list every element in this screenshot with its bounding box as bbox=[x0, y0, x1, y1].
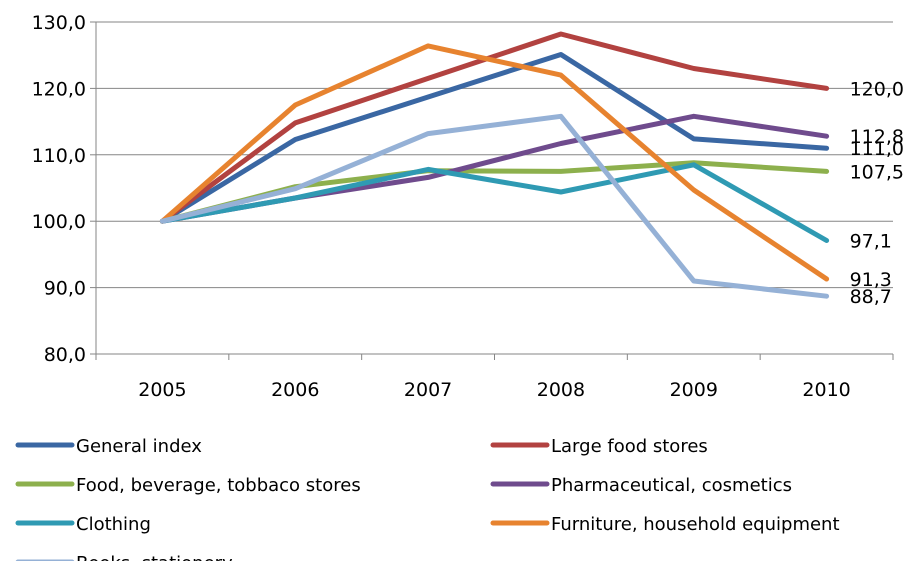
legend: General index Large food stores Food, beve… bbox=[18, 436, 840, 561]
x-tick-label: 2005 bbox=[138, 379, 186, 401]
legend-item: Furniture, household equipment bbox=[493, 514, 840, 535]
y-tick-label: 90,0 bbox=[44, 278, 86, 300]
legend-label: General index bbox=[76, 436, 202, 457]
y-tick-label: 80,0 bbox=[44, 344, 86, 366]
x-tick-label: 2010 bbox=[802, 379, 850, 401]
end-label: 120,0 bbox=[850, 78, 904, 100]
end-label: 107,5 bbox=[850, 161, 904, 183]
legend-label: Pharmaceutical, cosmetics bbox=[551, 475, 792, 496]
x-tick-label: 2007 bbox=[404, 379, 452, 401]
y-tick-label: 110,0 bbox=[32, 145, 86, 167]
series-line-4 bbox=[162, 165, 826, 241]
legend-item: Pharmaceutical, cosmetics bbox=[493, 475, 792, 496]
legend-label: Books, stationery bbox=[76, 553, 233, 561]
end-label: 88,7 bbox=[850, 286, 892, 308]
y-tick-label: 130,0 bbox=[32, 12, 86, 34]
x-tick-label: 2008 bbox=[537, 379, 585, 401]
legend-label: Clothing bbox=[76, 514, 151, 535]
end-label: 112,8 bbox=[850, 126, 904, 148]
y-tick-label: 120,0 bbox=[32, 78, 86, 100]
legend-item: General index bbox=[18, 436, 202, 457]
end-label: 97,1 bbox=[850, 230, 892, 252]
legend-item: Large food stores bbox=[493, 436, 708, 457]
series-lines bbox=[162, 34, 826, 296]
legend-label: Food, beverage, tobbaco stores bbox=[76, 475, 361, 496]
legend-label: Large food stores bbox=[551, 436, 708, 457]
y-tick-label: 100,0 bbox=[32, 211, 86, 233]
legend-label: Furniture, household equipment bbox=[551, 514, 840, 535]
legend-item: Food, beverage, tobbaco stores bbox=[18, 475, 361, 496]
y-axis: 80,0 90,0 100,0 110,0 120,0 130,0 bbox=[32, 12, 96, 366]
x-tick-label: 2009 bbox=[670, 379, 718, 401]
x-tick-label: 2006 bbox=[271, 379, 319, 401]
legend-item: Books, stationery bbox=[18, 553, 233, 561]
x-axis: 2005 2006 2007 2008 2009 2010 bbox=[96, 354, 893, 401]
legend-item: Clothing bbox=[18, 514, 151, 535]
